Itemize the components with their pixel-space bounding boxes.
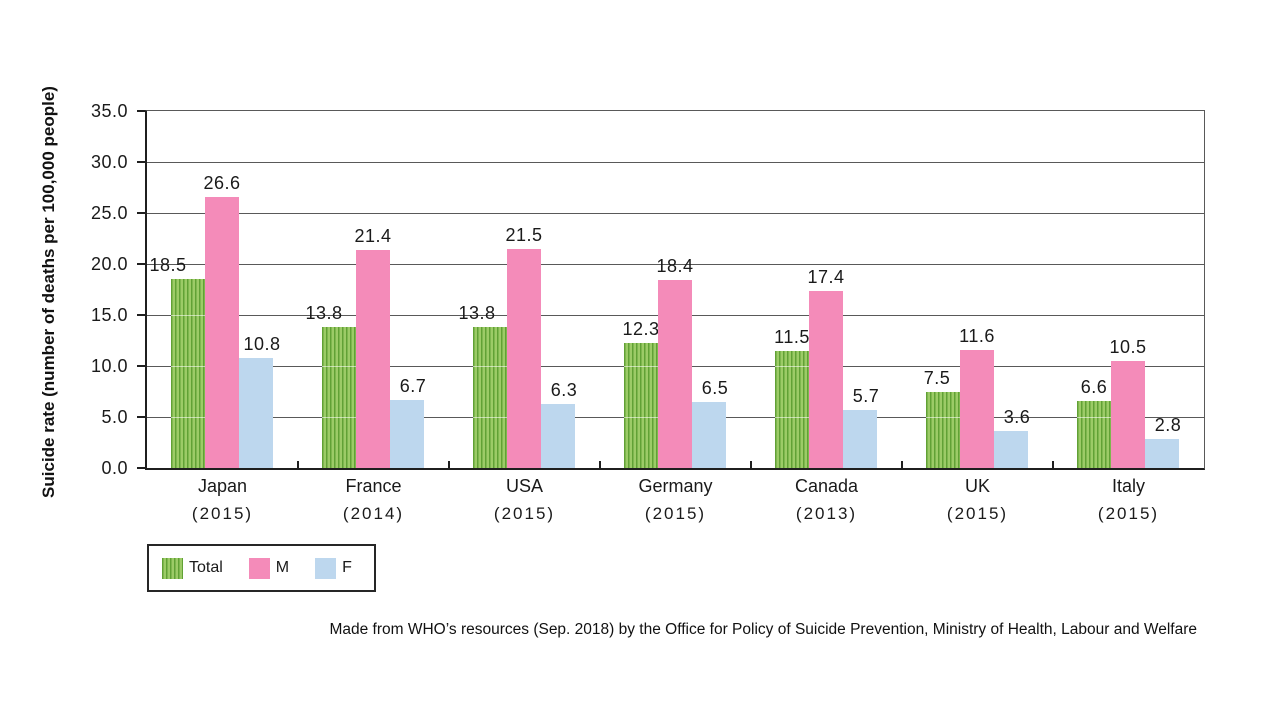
y-axis-tick <box>137 161 145 163</box>
bar-total-france <box>322 327 356 468</box>
category-year-germany: (2015) <box>644 504 707 523</box>
y-axis-tick-label: 15.0 <box>90 305 128 325</box>
y-axis-tick <box>137 263 145 265</box>
gridline-30 <box>147 162 1204 163</box>
bar-value-m-germany: 18.4 <box>656 256 694 277</box>
bar-total-italy <box>1077 400 1111 468</box>
category-year-japan: (2015) <box>191 504 254 523</box>
category-label-japan: Japan <box>197 476 248 496</box>
plot-area: 18.5 13.8 13.8 12.3 11.5 7.5 6.6 26.6 21.4 21.5 18… <box>145 110 1205 470</box>
legend-swatch-total <box>162 557 183 579</box>
bar-value-total-canada: 11.5 <box>774 326 810 347</box>
bar-m-uk <box>960 349 994 468</box>
bar-value-f-canada: 5.7 <box>852 385 880 406</box>
bar-f-germany <box>692 401 726 468</box>
bar-f-france <box>390 399 424 468</box>
bar-value-total-usa: 13.8 <box>458 303 496 324</box>
bar-value-total-germany: 12.3 <box>622 318 660 339</box>
bar-m-italy <box>1111 360 1145 468</box>
y-axis-tick-label: 5.0 <box>101 407 128 427</box>
bar-value-f-usa: 6.3 <box>550 379 578 400</box>
legend-label-m: M <box>275 559 290 576</box>
bar-m-canada <box>809 290 843 468</box>
bar-value-m-uk: 11.6 <box>959 325 995 346</box>
bar-f-italy <box>1145 439 1179 468</box>
y-axis-tick-label: 25.0 <box>90 203 128 223</box>
legend-swatch-m <box>248 557 270 579</box>
category-label-italy: Italy <box>1111 476 1146 496</box>
x-axis-tick <box>448 461 450 468</box>
legend-label-f: F <box>342 559 352 576</box>
legend-item-m: M <box>248 557 290 579</box>
gridline-25 <box>147 213 1204 214</box>
x-axis-tick <box>1052 461 1054 468</box>
bar-m-usa <box>507 248 541 468</box>
bar-m-germany <box>658 280 692 468</box>
category-label-germany: Germany <box>638 476 713 496</box>
source-note: Made from WHO’s resources (Sep. 2018) by… <box>329 621 1197 638</box>
bar-value-m-japan: 26.6 <box>203 172 241 193</box>
bar-f-canada <box>843 409 877 468</box>
bar-f-uk <box>994 431 1028 468</box>
x-axis-tick <box>599 461 601 468</box>
bar-total-germany <box>624 342 658 468</box>
y-axis-tick-label: 20.0 <box>90 254 128 274</box>
category-label-uk: UK <box>964 476 991 496</box>
category-year-france: (2014) <box>342 504 405 523</box>
bar-total-canada <box>775 350 809 468</box>
y-axis-tick <box>137 110 145 112</box>
y-axis-title: Suicide rate (number of deaths per 100,0… <box>39 86 58 498</box>
category-year-canada: (2013) <box>795 504 858 523</box>
x-axis-tick <box>297 461 299 468</box>
category-year-italy: (2015) <box>1097 504 1160 523</box>
bar-value-f-uk: 3.6 <box>1003 407 1031 428</box>
bar-value-m-canada: 17.4 <box>807 266 845 287</box>
bar-value-total-france: 13.8 <box>305 303 343 324</box>
bar-value-f-france: 6.7 <box>399 375 427 396</box>
category-label-france: France <box>345 476 402 496</box>
legend-label-total: Total <box>189 559 223 576</box>
bar-total-japan <box>171 279 205 468</box>
bar-value-f-italy: 2.8 <box>1154 415 1182 436</box>
bar-value-f-germany: 6.5 <box>701 377 729 398</box>
bar-total-usa <box>473 327 507 468</box>
y-axis-tick-label: 35.0 <box>90 101 128 121</box>
y-axis-tick <box>137 314 145 316</box>
bar-m-japan <box>205 196 239 468</box>
bar-value-total-uk: 7.5 <box>923 367 951 388</box>
bar-value-total-italy: 6.6 <box>1080 376 1108 397</box>
y-axis-tick-label: 0.0 <box>101 458 128 478</box>
category-label-canada: Canada <box>794 476 859 496</box>
y-axis-tick-label: 10.0 <box>90 356 128 376</box>
bar-f-japan <box>239 357 273 468</box>
bar-value-m-italy: 10.5 <box>1109 336 1147 357</box>
legend-item-f: F <box>315 557 352 579</box>
bar-value-m-france: 21.4 <box>354 225 392 246</box>
bar-total-uk <box>926 391 960 468</box>
x-axis-tick <box>901 461 903 468</box>
y-axis-tick-label: 30.0 <box>90 152 128 172</box>
legend: Total M F <box>147 544 376 592</box>
y-axis-tick <box>137 416 145 418</box>
x-axis-tick <box>750 461 752 468</box>
bar-m-france <box>356 249 390 468</box>
legend-item-total: Total <box>162 557 223 579</box>
bar-f-usa <box>541 403 575 468</box>
category-year-uk: (2015) <box>946 504 1009 523</box>
bar-value-m-usa: 21.5 <box>505 224 543 245</box>
bar-value-total-japan: 18.5 <box>149 255 187 276</box>
y-axis-tick <box>137 365 145 367</box>
y-axis-tick <box>137 212 145 214</box>
bar-value-f-japan: 10.8 <box>243 333 281 354</box>
category-label-usa: USA <box>505 476 544 496</box>
gridline-20 <box>147 264 1204 265</box>
y-axis-tick <box>137 467 145 469</box>
category-year-usa: (2015) <box>493 504 556 523</box>
legend-swatch-f <box>315 557 337 579</box>
